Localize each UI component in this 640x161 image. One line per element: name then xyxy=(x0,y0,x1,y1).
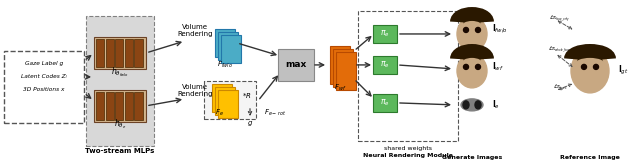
Text: Gaze Label g: Gaze Label g xyxy=(25,62,63,66)
Text: $\mathcal{L}_{\mathcal{R}_{face\_only}}$: $\mathcal{L}_{\mathcal{R}_{face\_only}}$ xyxy=(549,14,571,24)
FancyBboxPatch shape xyxy=(115,39,124,67)
FancyBboxPatch shape xyxy=(336,52,356,90)
Ellipse shape xyxy=(463,101,469,109)
FancyBboxPatch shape xyxy=(134,39,143,67)
FancyBboxPatch shape xyxy=(96,92,104,120)
FancyBboxPatch shape xyxy=(86,16,154,146)
FancyBboxPatch shape xyxy=(358,11,458,141)
Text: $g$: $g$ xyxy=(247,119,253,128)
Ellipse shape xyxy=(457,17,487,51)
Circle shape xyxy=(463,28,468,33)
Text: Generate Images: Generate Images xyxy=(442,155,502,160)
FancyBboxPatch shape xyxy=(330,46,350,84)
FancyBboxPatch shape xyxy=(125,39,133,67)
Text: $\mathbf{I}_e$: $\mathbf{I}_e$ xyxy=(492,99,500,111)
FancyBboxPatch shape xyxy=(106,92,114,120)
FancyBboxPatch shape xyxy=(278,49,314,81)
Text: Latent Codes Zₗ: Latent Codes Zₗ xyxy=(21,74,67,79)
Text: $\pi_e$: $\pi_e$ xyxy=(380,98,390,108)
Text: $\mathbf{I}_{wf}$: $\mathbf{I}_{wf}$ xyxy=(492,61,504,73)
Text: max: max xyxy=(285,60,307,69)
Text: $\mathbf{I}_{fw/o}$: $\mathbf{I}_{fw/o}$ xyxy=(492,23,508,35)
Text: shared weights: shared weights xyxy=(384,146,432,151)
Text: $\mathcal{L}_{\mathcal{R}_{eyes}}$: $\mathcal{L}_{\mathcal{R}_{eyes}}$ xyxy=(552,83,568,94)
Text: $h_{\theta_e}$: $h_{\theta_e}$ xyxy=(114,117,126,131)
Circle shape xyxy=(476,64,481,69)
FancyBboxPatch shape xyxy=(373,94,397,112)
FancyBboxPatch shape xyxy=(204,81,256,119)
FancyBboxPatch shape xyxy=(218,90,238,118)
Ellipse shape xyxy=(571,49,609,93)
Text: $F_e$: $F_e$ xyxy=(214,108,223,118)
Text: $*R$: $*R$ xyxy=(242,91,252,100)
FancyBboxPatch shape xyxy=(96,39,104,67)
Text: $\pi_e$: $\pi_e$ xyxy=(380,29,390,39)
Text: $h_{\theta_{fwlo}}$: $h_{\theta_{fwlo}}$ xyxy=(111,65,129,79)
Ellipse shape xyxy=(475,101,481,109)
Text: Two-stream MLPs: Two-stream MLPs xyxy=(85,148,155,154)
FancyBboxPatch shape xyxy=(134,92,143,120)
Text: 3D Positions x: 3D Positions x xyxy=(23,87,65,92)
Text: $\mathcal{L}_{\mathcal{R}_{whole\_face}}$: $\mathcal{L}_{\mathcal{R}_{whole\_face}}… xyxy=(548,44,572,54)
Text: Volume
Rendering: Volume Rendering xyxy=(177,24,212,38)
Ellipse shape xyxy=(457,54,487,88)
Circle shape xyxy=(463,64,468,69)
FancyBboxPatch shape xyxy=(4,51,84,123)
FancyBboxPatch shape xyxy=(115,92,124,120)
Text: Reference Image: Reference Image xyxy=(560,155,620,160)
Text: Volume
Rendering: Volume Rendering xyxy=(177,84,212,97)
FancyBboxPatch shape xyxy=(373,56,397,74)
Text: $\mathbf{I}_{gt}$: $\mathbf{I}_{gt}$ xyxy=(618,64,628,77)
FancyBboxPatch shape xyxy=(373,25,397,43)
FancyBboxPatch shape xyxy=(94,37,146,69)
Ellipse shape xyxy=(461,99,483,111)
FancyBboxPatch shape xyxy=(221,35,241,63)
Text: $F_{fwlo}$: $F_{fwlo}$ xyxy=(217,60,233,70)
FancyBboxPatch shape xyxy=(125,92,133,120)
FancyBboxPatch shape xyxy=(333,49,353,87)
FancyBboxPatch shape xyxy=(94,90,146,122)
Text: Neural Rendering Module: Neural Rendering Module xyxy=(363,153,453,158)
FancyBboxPatch shape xyxy=(218,32,238,60)
Text: $\pi_e$: $\pi_e$ xyxy=(380,60,390,70)
Circle shape xyxy=(476,28,481,33)
Circle shape xyxy=(582,64,586,69)
Text: $F_{e-rot}$: $F_{e-rot}$ xyxy=(264,108,286,118)
FancyBboxPatch shape xyxy=(215,29,235,57)
Circle shape xyxy=(593,64,598,69)
FancyBboxPatch shape xyxy=(212,84,232,112)
FancyBboxPatch shape xyxy=(215,87,235,115)
Text: $F_{wf}$: $F_{wf}$ xyxy=(334,83,346,93)
FancyBboxPatch shape xyxy=(106,39,114,67)
